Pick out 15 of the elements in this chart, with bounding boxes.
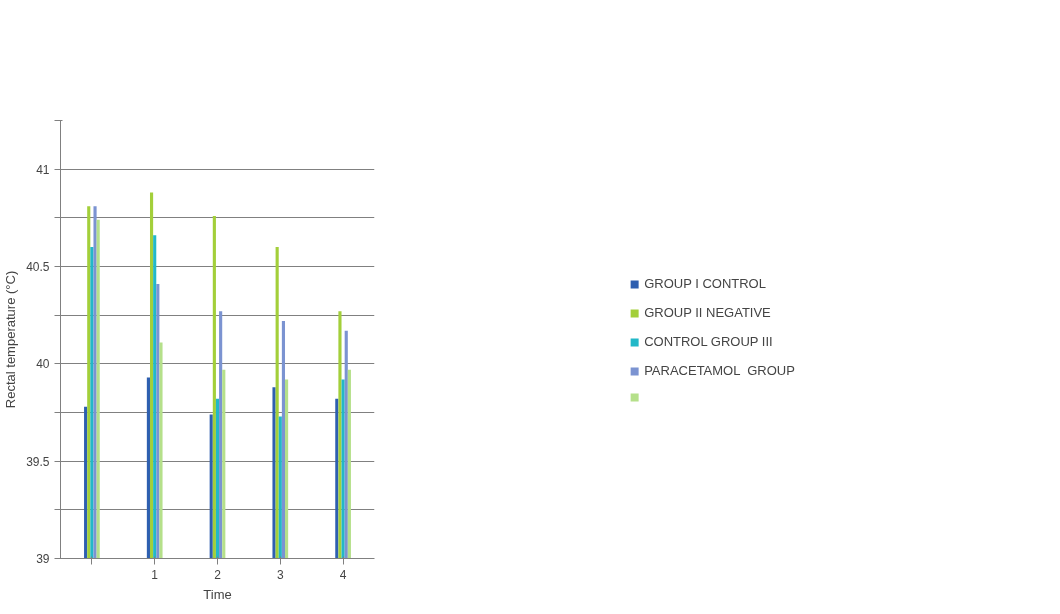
x-tick-label: 4	[339, 567, 347, 582]
x-tick-label: 2	[214, 567, 222, 582]
y-tick-label: 40.5	[26, 260, 50, 274]
legend-label: GROUP I CONTROL	[644, 276, 766, 291]
x-axis-title: Time	[203, 586, 232, 602]
legend-label: GROUP II NEGATIVE	[644, 305, 771, 320]
y-tick-label: 40	[36, 357, 50, 372]
x-tick-label: 1	[151, 567, 159, 582]
legend-label: PARACETAMOL GROUP	[644, 363, 795, 378]
y-tick-label: 39.5	[26, 454, 50, 469]
legend-label: CONTROL GROUP III	[644, 334, 773, 349]
y-tick-label: 39	[36, 552, 50, 566]
y-tick-label: 41	[36, 162, 50, 177]
x-tick-label: 3	[276, 567, 284, 582]
y-axis-title: Rectal temperature (°C)	[3, 270, 19, 409]
